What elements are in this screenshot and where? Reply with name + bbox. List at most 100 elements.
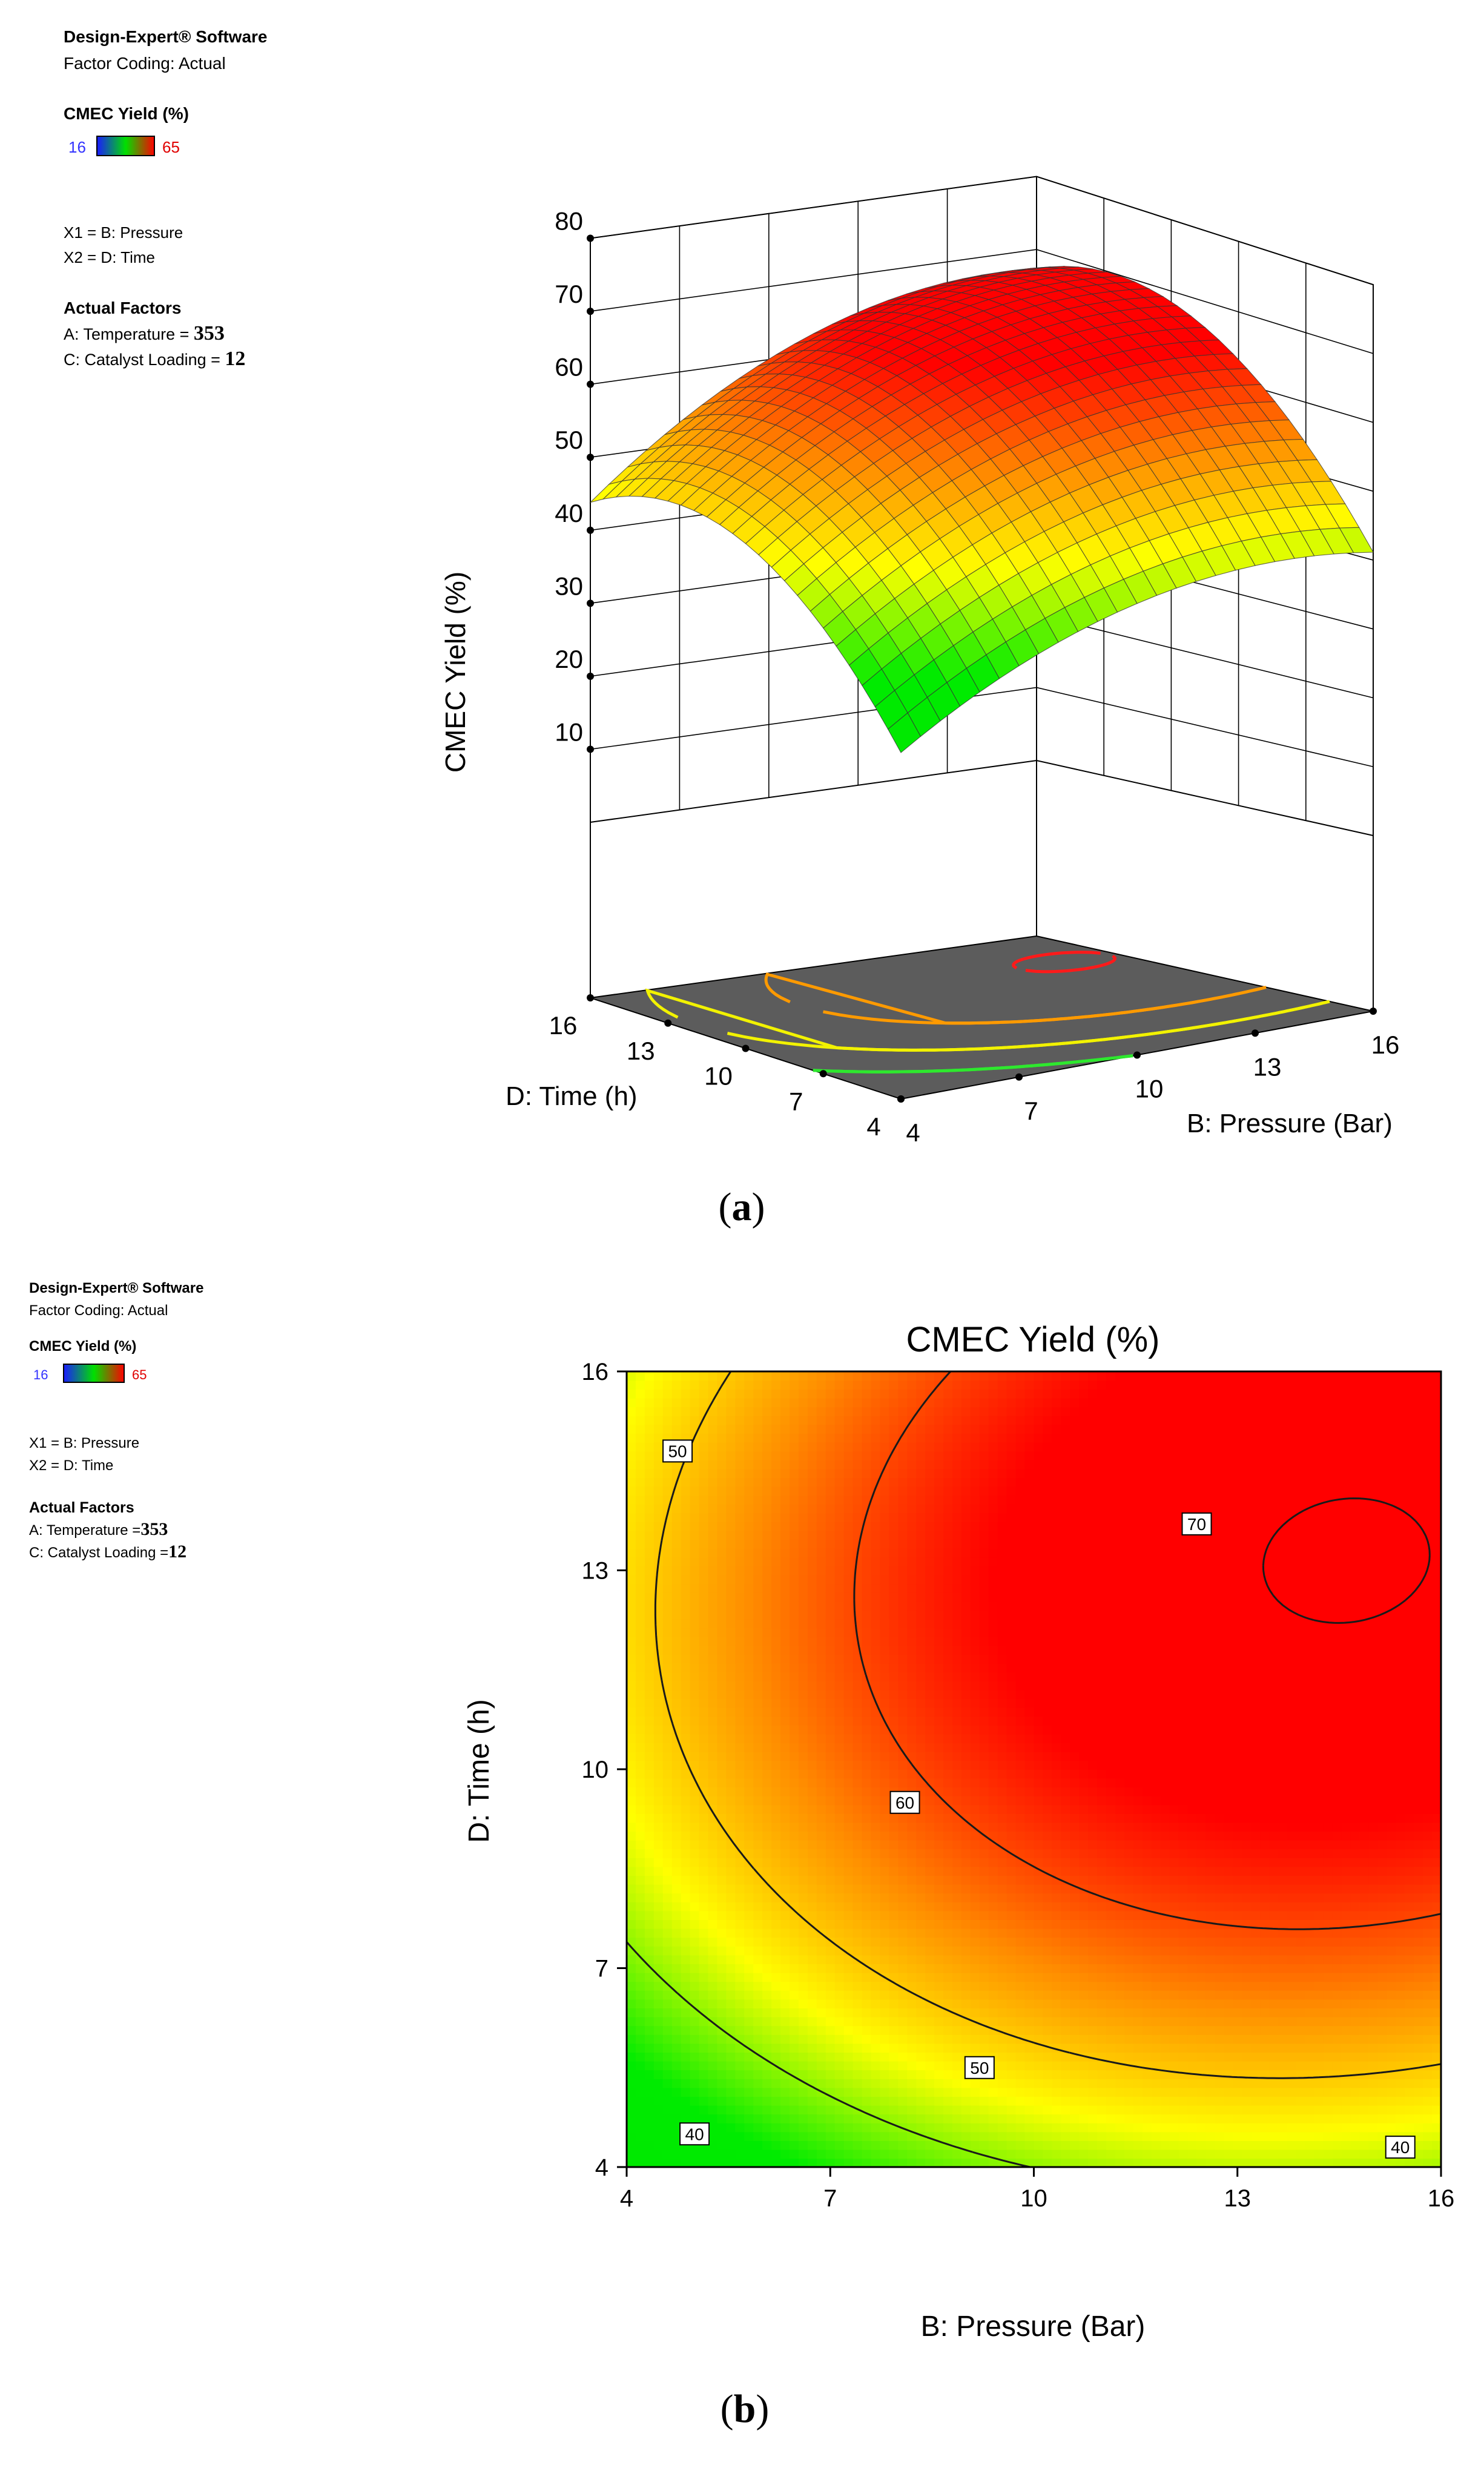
heat-cell xyxy=(644,1884,655,1894)
heat-cell xyxy=(726,1946,736,1956)
heat-cell xyxy=(834,1972,845,1982)
heat-cell xyxy=(1043,1919,1053,1929)
heat-cell xyxy=(934,1557,944,1566)
heat-cell xyxy=(952,1628,962,1637)
heat-cell xyxy=(871,1919,881,1929)
heat-cell xyxy=(934,1698,944,1708)
heat-cell xyxy=(934,2043,944,2053)
heat-cell xyxy=(907,2079,917,2088)
heat-cell xyxy=(708,1760,718,1770)
heat-cell xyxy=(717,1583,727,1593)
heat-cell xyxy=(726,1743,736,1752)
heat-cell xyxy=(825,1893,836,1902)
heat-cell xyxy=(970,1539,980,1549)
heat-cell xyxy=(771,1928,781,1938)
heat-cell xyxy=(780,1849,790,1858)
heat-cell xyxy=(852,1831,863,1841)
heat-cell xyxy=(852,1460,863,1470)
heat-cell xyxy=(753,1433,763,1443)
heat-cell xyxy=(798,1504,808,1514)
heat-cell xyxy=(898,2060,908,2071)
heat-cell xyxy=(852,1981,863,1991)
heat-cell xyxy=(1006,1530,1017,1540)
heat-cell xyxy=(889,1610,899,1620)
heat-cell xyxy=(1061,2158,1071,2167)
heat-cell xyxy=(662,1407,673,1416)
heat-cell xyxy=(1024,1716,1035,1726)
heat-cell xyxy=(644,1795,655,1806)
heat-cell xyxy=(898,1460,908,1470)
heat-cell xyxy=(635,1566,645,1575)
heat-cell xyxy=(790,1583,799,1593)
heat-cell xyxy=(790,1592,799,1602)
heat-cell xyxy=(925,1955,935,1964)
heat-cell xyxy=(1043,1990,1053,2000)
heat-cell xyxy=(771,2070,781,2079)
heat-cell xyxy=(871,2158,881,2167)
heat-cell xyxy=(970,1769,980,1779)
heat-cell xyxy=(889,2079,899,2088)
heat-cell xyxy=(744,2070,754,2079)
heat-cell xyxy=(862,1610,872,1620)
heat-cell xyxy=(662,1831,673,1841)
heat-cell xyxy=(653,1884,664,1894)
heat-cell xyxy=(997,1778,1007,1787)
heat-cell xyxy=(1043,2131,1053,2141)
heat-cell xyxy=(880,1557,890,1566)
heat-cell xyxy=(934,1743,944,1752)
heat-cell xyxy=(825,1910,836,1920)
heat-cell xyxy=(816,1495,826,1505)
heat-cell xyxy=(852,1875,863,1885)
heat-cell xyxy=(681,1902,691,1912)
heat-cell xyxy=(662,1592,673,1602)
heat-cell xyxy=(798,1424,808,1434)
heat-cell xyxy=(898,1389,908,1399)
heat-cell xyxy=(708,1981,718,1991)
heat-cell xyxy=(735,1407,745,1416)
heat-cell xyxy=(843,1592,854,1602)
heat-cell xyxy=(916,1530,926,1540)
heat-cell xyxy=(627,1416,636,1425)
heat-cell xyxy=(907,1557,917,1566)
heat-cell xyxy=(690,1618,700,1629)
heat-cell xyxy=(735,1955,745,1964)
heat-cell xyxy=(843,2105,854,2115)
heat-cell xyxy=(627,2060,636,2071)
heat-cell xyxy=(690,1504,700,1514)
heat-cell xyxy=(662,1787,673,1796)
heat-cell xyxy=(871,1946,881,1956)
heat-cell xyxy=(871,2149,881,2159)
heat-cell xyxy=(671,1689,682,1699)
heat-cell xyxy=(997,1407,1007,1416)
heat-cell xyxy=(726,1849,736,1858)
heat-cell xyxy=(871,2016,881,2027)
heat-cell xyxy=(934,1972,944,1982)
heat-cell xyxy=(1043,1433,1053,1443)
heat-cell xyxy=(825,2008,836,2017)
heat-cell xyxy=(961,1698,971,1708)
heat-cell xyxy=(1015,1831,1026,1841)
heat-cell xyxy=(961,1751,971,1761)
heat-cell xyxy=(816,1424,826,1434)
heat-cell xyxy=(708,1866,718,1876)
heat-cell xyxy=(825,1397,836,1408)
heat-cell xyxy=(662,1893,673,1902)
heat-cell xyxy=(798,1530,808,1540)
heat-cell xyxy=(780,1955,790,1964)
heat-cell xyxy=(708,1769,718,1779)
heat-cell xyxy=(699,2096,709,2106)
heat-cell xyxy=(708,1875,718,1885)
heat-cell xyxy=(735,1468,745,1478)
heat-cell xyxy=(961,2158,971,2167)
heat-cell xyxy=(798,1743,808,1752)
heat-cell xyxy=(825,1795,836,1806)
heat-cell xyxy=(862,2114,872,2123)
heat-cell xyxy=(988,1654,998,1664)
heat-cell xyxy=(988,1831,998,1841)
heat-cell xyxy=(852,1884,863,1894)
heat-cell xyxy=(1043,2034,1053,2044)
heat-cell xyxy=(771,2123,781,2133)
heat-cell xyxy=(780,2158,790,2167)
heat-cell xyxy=(988,1380,998,1390)
heat-cell xyxy=(816,1610,826,1620)
